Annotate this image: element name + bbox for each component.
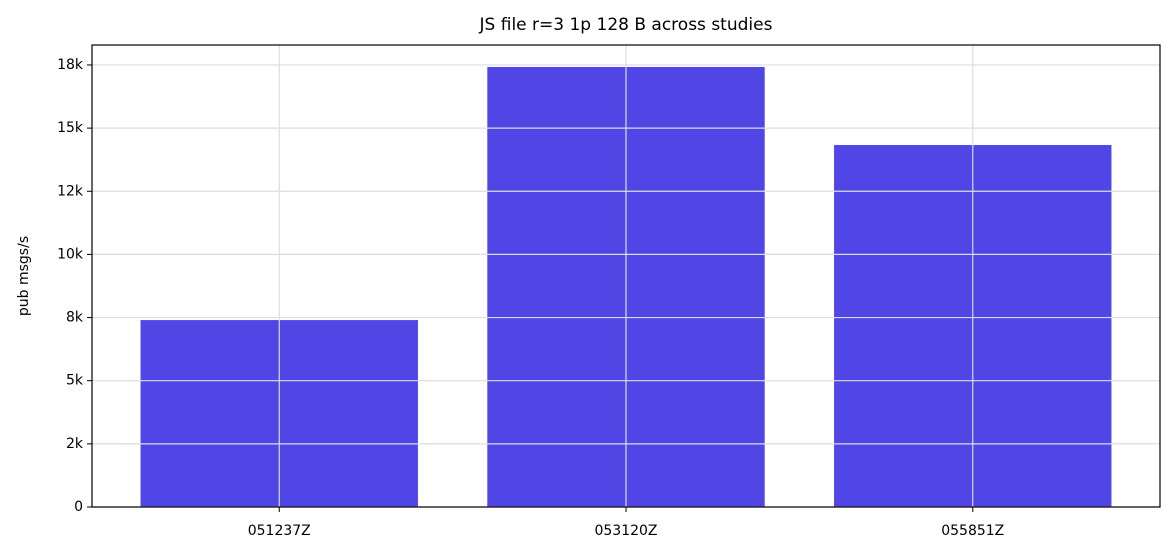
y-axis-label: pub msgs/s [16,236,32,316]
x-tick-label: 051237Z [248,523,311,539]
y-tick-label: 0 [74,499,83,515]
y-tick-label: 15k [57,120,84,136]
y-tick-label: 10k [57,246,84,262]
y-tick-label: 12k [57,183,84,199]
y-tick-label: 8k [66,310,84,326]
plot-frame [91,44,1161,508]
y-tick-label: 2k [66,436,84,452]
y-tick-label: 18k [57,57,84,73]
y-tick-label: 5k [66,373,84,389]
chart-title: JS file r=3 1p 128 B across studies [479,15,773,35]
x-tick-label: 053120Z [594,523,657,539]
x-tick-label: 055851Z [941,523,1004,539]
